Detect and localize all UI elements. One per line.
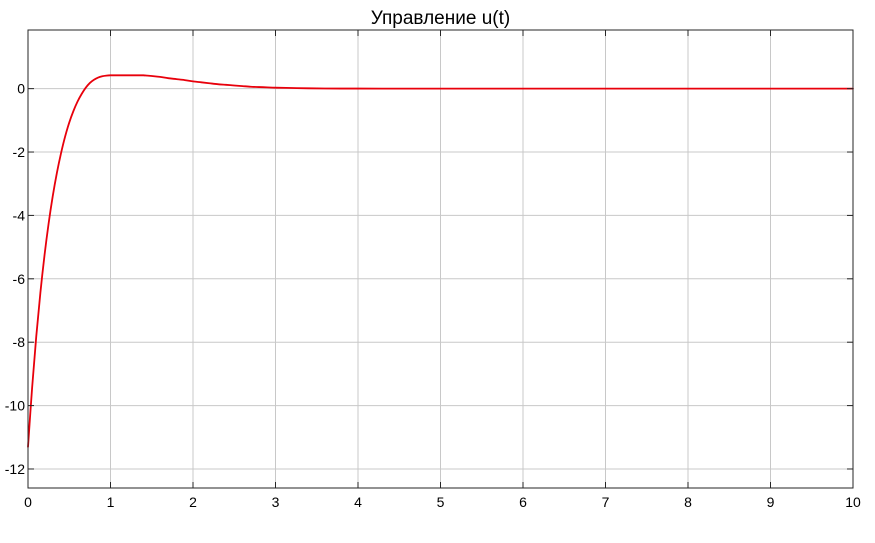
y-tick-label: -6 (13, 271, 26, 287)
axis-ticks (27, 30, 854, 488)
chart-title: Управление u(t) (371, 8, 510, 29)
x-tick-label: 6 (519, 494, 527, 510)
y-tick-label: -10 (5, 398, 25, 414)
y-tick-label: -12 (5, 461, 25, 477)
y-tick-label: 0 (17, 81, 25, 97)
x-tick-label: 0 (24, 494, 32, 510)
x-tick-label: 4 (354, 494, 362, 510)
x-tick-label: 10 (845, 494, 861, 510)
x-tick-label: 3 (272, 494, 280, 510)
x-tick-label: 2 (189, 494, 197, 510)
y-tick-label: -2 (13, 144, 26, 160)
y-tick-label: -4 (13, 207, 26, 223)
y-tick-label: -8 (13, 334, 26, 350)
series-layer (27, 74, 854, 448)
x-tick-label: 7 (602, 494, 610, 510)
y-axis-tick-labels: 0 -2 -4 -6 -8 -10 -12 (5, 81, 25, 477)
x-axis-tick-labels: 0 1 2 3 4 5 6 7 8 9 10 (24, 494, 861, 510)
x-tick-label: 5 (437, 494, 445, 510)
x-tick-label: 9 (767, 494, 775, 510)
x-tick-label: 1 (107, 494, 115, 510)
series-line (27, 74, 854, 448)
x-tick-label: 8 (684, 494, 692, 510)
